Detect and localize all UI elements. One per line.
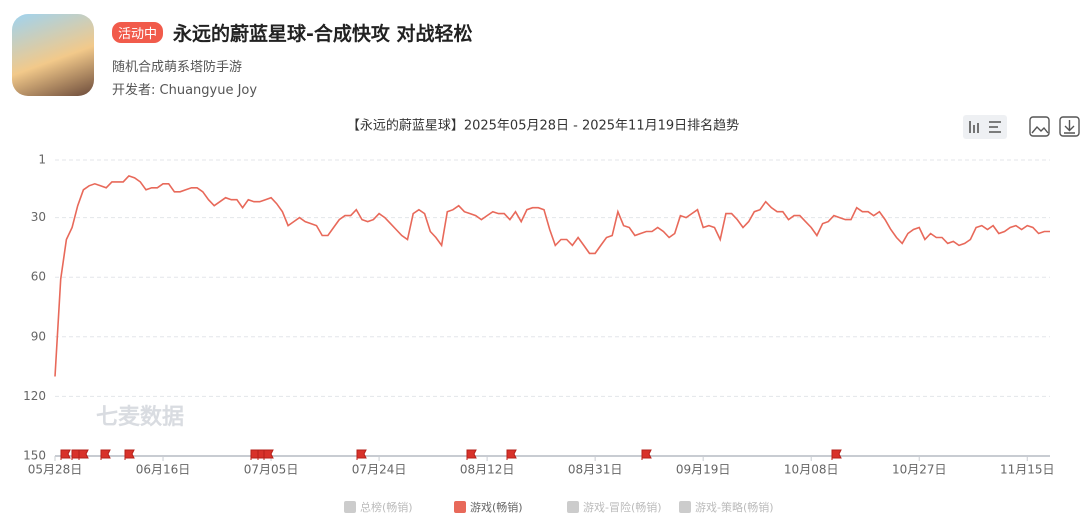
event-flag bbox=[263, 449, 274, 460]
x-tick-label: 09月19日 bbox=[676, 463, 731, 477]
x-tick-label: 07月24日 bbox=[352, 463, 407, 477]
legend-swatch[interactable] bbox=[454, 501, 466, 513]
legend-label[interactable]: 游戏-冒险(畅销) bbox=[583, 500, 662, 514]
x-tick-label: 08月12日 bbox=[460, 463, 515, 477]
badge: 活动中 bbox=[112, 22, 164, 43]
legend-label[interactable]: 游戏-策略(畅销) bbox=[695, 500, 774, 514]
subtitle: 随机合成萌系塔防手游 bbox=[112, 60, 243, 75]
download-button[interactable] bbox=[1059, 116, 1080, 137]
y-tick-label: 60 bbox=[31, 270, 46, 284]
x-tick-label: 07月05日 bbox=[244, 463, 299, 477]
download-icon bbox=[1064, 120, 1075, 134]
event-flag bbox=[831, 449, 842, 460]
y-tick-label: 30 bbox=[31, 210, 46, 224]
y-tick-label: 90 bbox=[31, 329, 46, 343]
app-title: 永远的蔚蓝星球-合成快攻 对战轻松 bbox=[173, 23, 473, 45]
app-icon bbox=[12, 14, 94, 96]
event-flag bbox=[506, 449, 517, 460]
legend-swatch[interactable] bbox=[344, 501, 356, 513]
x-tick-label: 05月28日 bbox=[28, 463, 83, 477]
x-tick-label: 06月16日 bbox=[136, 463, 191, 477]
event-flag bbox=[466, 449, 477, 460]
legend-label[interactable]: 游戏(畅销) bbox=[470, 500, 523, 514]
event-flag bbox=[100, 449, 111, 460]
event-flag bbox=[78, 449, 89, 460]
x-tick-label: 10月27日 bbox=[892, 463, 947, 477]
chart-title: 【永远的蔚蓝星球】2025年05月28日 - 2025年11月19日排名趋势 bbox=[347, 118, 739, 134]
event-flag bbox=[356, 449, 367, 460]
x-tick-label: 10月08日 bbox=[784, 463, 839, 477]
event-flag bbox=[124, 449, 135, 460]
y-tick-label: 150 bbox=[23, 449, 46, 463]
x-tick-label: 08月31日 bbox=[568, 463, 623, 477]
legend-swatch[interactable] bbox=[567, 501, 579, 513]
legend-swatch[interactable] bbox=[679, 501, 691, 513]
watermark: 七麦数据 bbox=[96, 404, 184, 430]
image-button[interactable] bbox=[1029, 116, 1050, 137]
x-tick-label: 11月15日 bbox=[1000, 463, 1055, 477]
image-icon bbox=[1031, 125, 1049, 134]
y-tick-label: 120 bbox=[23, 389, 46, 403]
event-flag bbox=[641, 449, 652, 460]
y-tick-label: 1 bbox=[38, 153, 46, 167]
legend-label[interactable]: 总榜(畅销) bbox=[360, 500, 413, 514]
developer: 开发者: Chuangyue Joy bbox=[112, 83, 258, 98]
event-flag bbox=[60, 449, 71, 460]
chart-toggle-icon bbox=[969, 121, 1001, 133]
toolbar[interactable] bbox=[963, 115, 1080, 139]
series-line bbox=[54, 174, 1050, 377]
